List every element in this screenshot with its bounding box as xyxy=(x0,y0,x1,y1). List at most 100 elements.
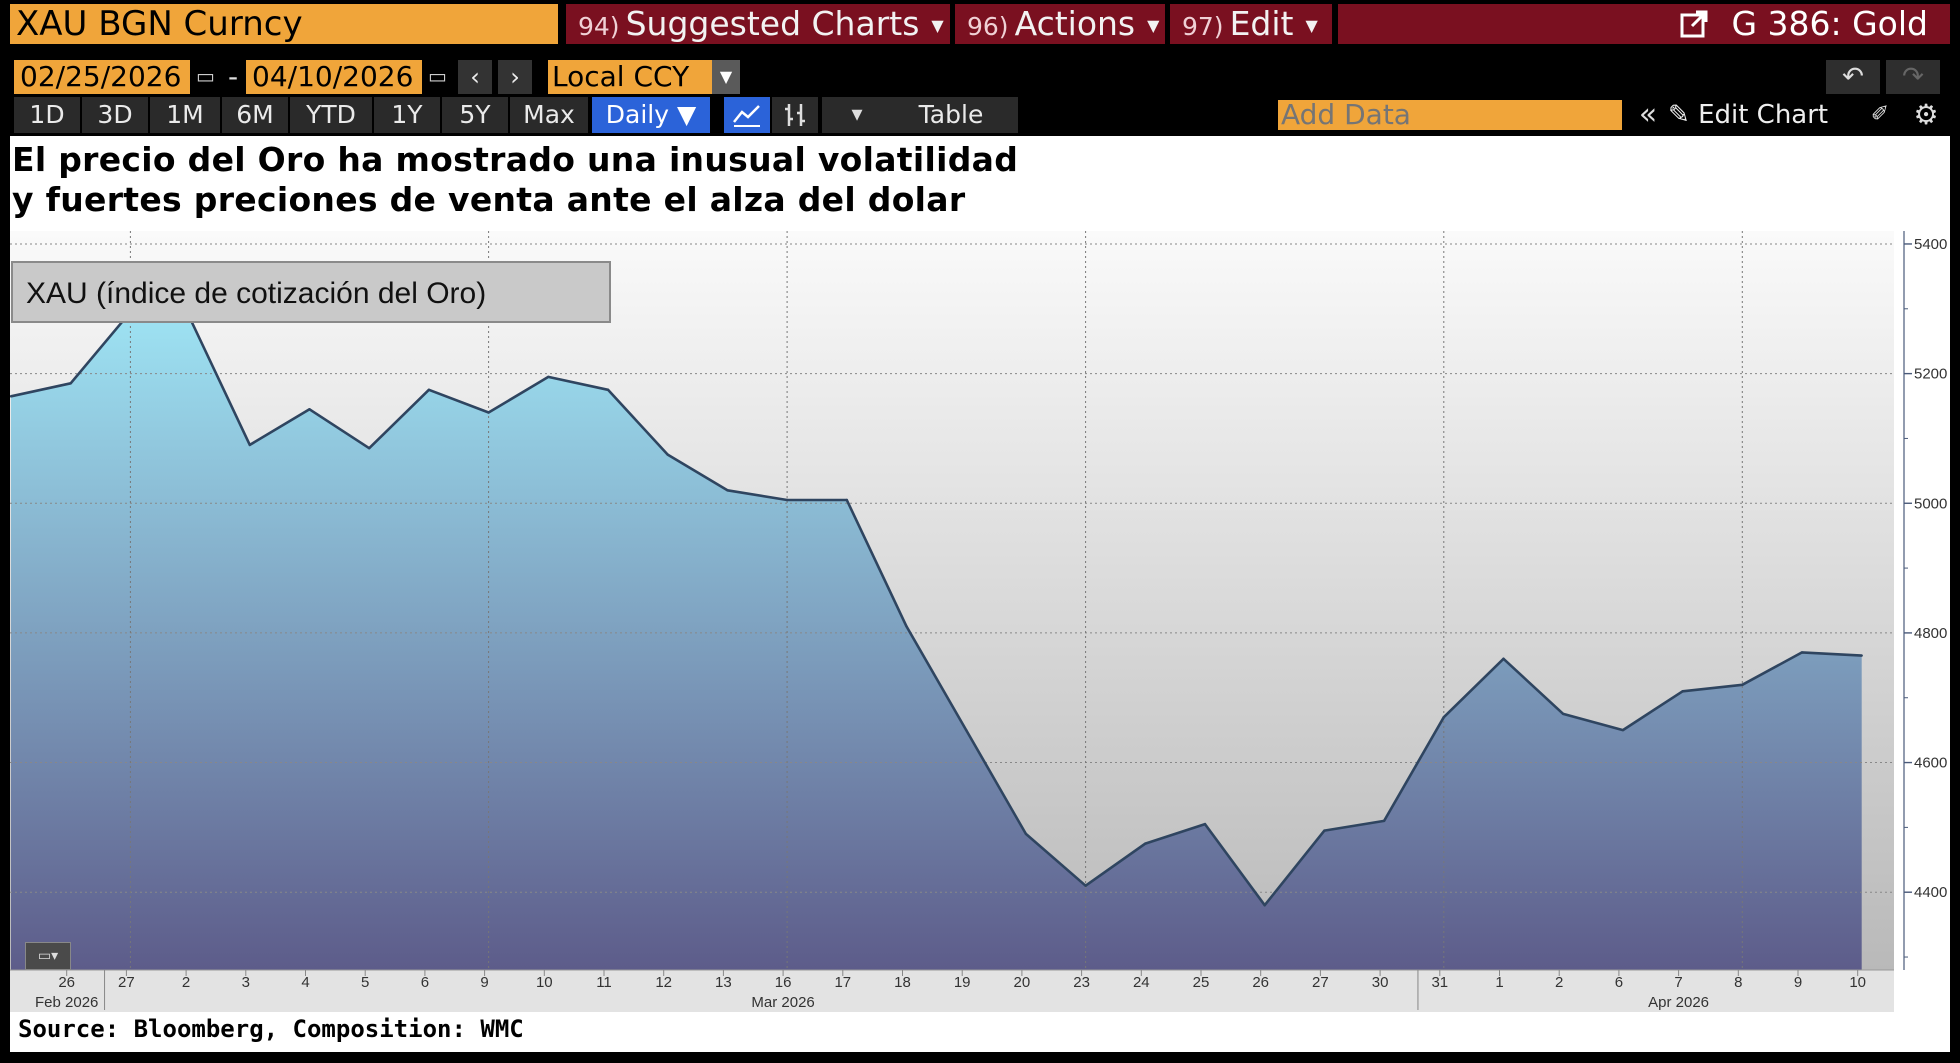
timeframe-row: 1D 3D 1M 6M YTD 1Y 5Y Max Daily ▼ ▾ Tabl… xyxy=(0,97,1960,133)
calendar-icon[interactable]: ▭ xyxy=(196,64,215,88)
edit-chart-button[interactable]: ✎ Edit Chart xyxy=(1668,97,1828,133)
add-data-input[interactable] xyxy=(1278,100,1622,130)
x-tick-label: 13 xyxy=(715,974,732,991)
ticker-field[interactable]: XAU BGN Curncy xyxy=(10,4,558,44)
x-tick-label: 27 xyxy=(118,974,135,991)
data-point xyxy=(1562,712,1565,716)
y-tick-label: 4800 xyxy=(1914,625,1947,642)
chart-title-line-2: y fuertes preciones de venta ante el alz… xyxy=(12,180,966,219)
gear-icon[interactable]: ⚙ xyxy=(1913,98,1939,131)
data-point xyxy=(1681,690,1684,693)
chevron-right-icon[interactable]: › xyxy=(498,60,532,94)
x-tick-label: 1 xyxy=(1495,974,1503,991)
x-tick-label: 16 xyxy=(775,974,792,991)
edit-chart-label: Edit Chart xyxy=(1698,100,1829,130)
double-chevron-left-icon[interactable]: « xyxy=(1638,97,1658,132)
redo-icon[interactable]: ↷ xyxy=(1886,60,1940,94)
x-month-label: Mar 2026 xyxy=(751,994,814,1011)
data-point xyxy=(1741,683,1744,686)
chart-title-line-1: El precio del Oro ha mostrado una inusua… xyxy=(12,140,1019,179)
x-tick-label: 9 xyxy=(480,974,488,991)
data-point xyxy=(248,443,251,447)
x-tick-label: 30 xyxy=(1372,974,1389,991)
timeframe-ytd[interactable]: YTD xyxy=(290,97,372,133)
data-point xyxy=(10,395,13,398)
data-point xyxy=(1621,728,1625,732)
menu-number: 96) xyxy=(967,12,1009,41)
x-month-label: Apr 2026 xyxy=(1648,994,1709,1011)
legend-label: XAU (índice de cotización del Oro) xyxy=(26,277,486,310)
x-tick-label: 12 xyxy=(655,974,672,991)
dropdown-caret-icon[interactable]: ▾ xyxy=(822,97,892,133)
dropdown-caret-icon: ▼ xyxy=(1147,15,1160,35)
data-point xyxy=(1502,657,1505,660)
data-point xyxy=(1860,654,1863,657)
x-tick-label: 24 xyxy=(1133,974,1150,991)
menu-number: 94) xyxy=(578,12,620,41)
timeframe-6m[interactable]: 6M xyxy=(222,97,288,133)
x-tick-label: 2 xyxy=(182,974,190,991)
data-point xyxy=(606,388,610,391)
x-tick-label: 8 xyxy=(1734,974,1742,991)
chart-title: El precio del Oro ha mostrado una inusua… xyxy=(12,140,1212,220)
frequency-select[interactable]: Daily ▼ xyxy=(592,97,710,133)
ohlc-bar-icon[interactable] xyxy=(772,97,818,133)
function-title: G 386: Gold xyxy=(1338,4,1950,44)
data-point xyxy=(427,388,431,391)
undo-icon[interactable]: ↶ xyxy=(1826,60,1880,94)
edit-menu[interactable]: 97) Edit ▼ xyxy=(1170,4,1332,44)
timeframe-max[interactable]: Max xyxy=(510,97,588,133)
data-point xyxy=(1024,832,1028,836)
timeframe-5y[interactable]: 5Y xyxy=(442,97,508,133)
menu-number: 97) xyxy=(1182,12,1224,41)
actions-menu[interactable]: 96) Actions ▼ xyxy=(955,4,1165,44)
source-note: Source: Bloomberg, Composition: WMC xyxy=(18,1015,524,1043)
pencil-icon: ✎ xyxy=(1668,100,1690,130)
legend-box xyxy=(11,261,611,323)
data-point xyxy=(69,382,72,385)
x-tick-label: 19 xyxy=(954,974,971,991)
annotate-icon[interactable]: ✐ xyxy=(1870,102,1890,127)
y-tick-label: 5400 xyxy=(1914,236,1947,253)
suggested-charts-menu[interactable]: 94) Suggested Charts ▼ xyxy=(566,4,950,44)
dropdown-caret-icon: ▼ xyxy=(676,100,697,129)
data-point xyxy=(1442,716,1446,719)
x-tick-label: 11 xyxy=(596,974,612,991)
table-button[interactable]: Table xyxy=(884,97,1018,133)
x-tick-label: 3 xyxy=(242,974,250,991)
timeframe-1y[interactable]: 1Y xyxy=(374,97,440,133)
end-date-field[interactable]: 04/10/2026 xyxy=(246,60,422,94)
data-point xyxy=(905,625,908,628)
data-point xyxy=(547,375,550,379)
x-tick-label: 23 xyxy=(1073,974,1090,991)
calendar-icon[interactable]: ▭ xyxy=(428,64,447,88)
x-tick-label: 7 xyxy=(1674,974,1682,991)
y-tick-label: 5200 xyxy=(1914,366,1947,383)
dropdown-caret-icon[interactable]: ▼ xyxy=(712,60,740,94)
data-point xyxy=(1084,884,1087,887)
chevron-left-icon[interactable]: ‹ xyxy=(458,60,492,94)
timeframe-1m[interactable]: 1M xyxy=(150,97,220,133)
menu-label: Edit xyxy=(1229,4,1294,43)
x-month-label: Feb 2026 xyxy=(35,994,98,1011)
x-tick-label: 5 xyxy=(361,974,369,991)
series-area-fill xyxy=(11,312,1862,970)
start-date-field[interactable]: 02/25/2026 xyxy=(14,60,190,94)
line-chart-icon[interactable] xyxy=(724,97,770,133)
timeframe-1d[interactable]: 1D xyxy=(14,97,80,133)
currency-select[interactable]: Local CCY xyxy=(548,60,736,94)
external-link-icon[interactable] xyxy=(1679,4,1709,44)
x-axis-band xyxy=(10,970,1894,1012)
y-axis-panel xyxy=(1894,231,1950,970)
legend: XAU (índice de cotización del Oro) xyxy=(11,261,611,323)
x-tick-label: 20 xyxy=(1014,974,1031,991)
x-tick-label: 25 xyxy=(1193,974,1210,991)
timeframe-3d[interactable]: 3D xyxy=(82,97,148,133)
chart-type-mini-icon[interactable]: ▭▾ xyxy=(25,942,71,970)
series-line xyxy=(10,310,1862,907)
chart-panel: El precio del Oro ha mostrado una inusua… xyxy=(10,136,1950,1052)
data-point xyxy=(1800,651,1804,654)
x-tick-label: 27 xyxy=(1312,974,1329,991)
x-tick-label: 4 xyxy=(301,974,309,991)
